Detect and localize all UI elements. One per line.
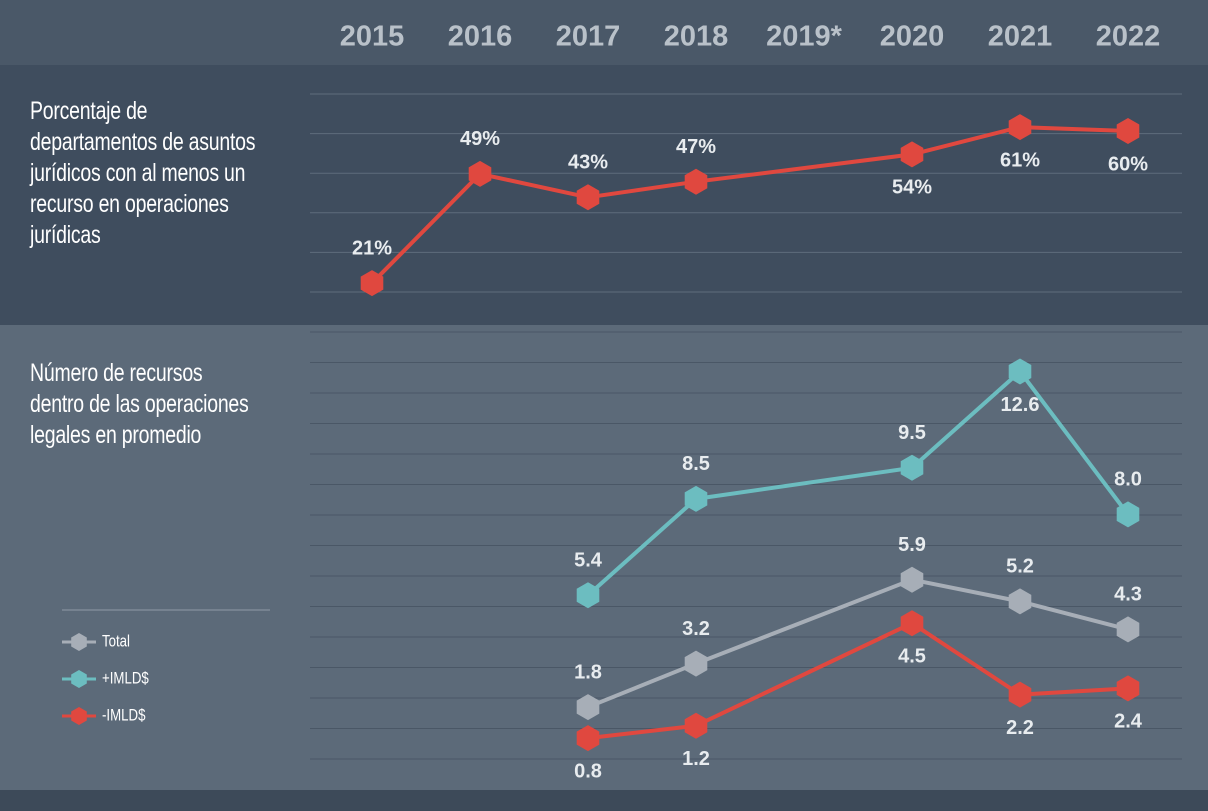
data-label: 60% — [1108, 153, 1148, 175]
chart-title: Porcentaje de departamentos de asuntos j… — [30, 97, 256, 249]
x-tick-label: 2019* — [766, 21, 843, 53]
marker — [1008, 358, 1032, 385]
data-label: 4.3 — [1114, 584, 1142, 606]
marker — [576, 725, 600, 752]
marker — [1008, 588, 1032, 615]
data-label: 8.0 — [1114, 469, 1142, 491]
data-label: 1.2 — [682, 748, 710, 770]
data-label: 21% — [352, 237, 392, 259]
data-label: 2.2 — [1006, 717, 1034, 739]
chart-title: Número de recursos dentro de las operaci… — [30, 359, 249, 449]
data-label: 0.8 — [574, 760, 602, 782]
marker — [900, 610, 924, 637]
data-label: 8.5 — [682, 453, 710, 475]
data-label: 12.6 — [1001, 394, 1040, 416]
bottom-band — [0, 325, 1208, 790]
marker — [684, 485, 708, 512]
marker — [1116, 675, 1140, 702]
legend-label: Total — [102, 632, 130, 651]
data-label: 5.2 — [1006, 556, 1034, 578]
data-label: 49% — [460, 128, 500, 150]
legend-label: +IMLD$ — [102, 669, 149, 688]
data-label: 43% — [568, 152, 608, 174]
data-label: 4.5 — [898, 645, 926, 667]
x-tick-label: 2016 — [448, 21, 513, 53]
data-label: 54% — [892, 177, 932, 199]
data-label: 5.9 — [898, 534, 926, 556]
marker — [1116, 501, 1140, 528]
data-label: 1.8 — [574, 661, 602, 683]
data-label: 47% — [676, 136, 716, 158]
marker — [900, 454, 924, 481]
marker — [468, 160, 492, 187]
legend-marker — [71, 707, 87, 725]
x-tick-label: 2015 — [340, 21, 405, 53]
x-tick-label: 2022 — [1096, 21, 1161, 53]
header-band — [0, 0, 1208, 65]
footer-band — [0, 790, 1208, 811]
marker — [1116, 616, 1140, 643]
data-label: 5.4 — [574, 549, 603, 571]
x-tick-label: 2017 — [556, 21, 621, 53]
marker — [684, 650, 708, 677]
marker — [684, 168, 708, 195]
legend-marker — [71, 633, 87, 651]
data-label: 3.2 — [682, 618, 710, 640]
marker — [900, 566, 924, 593]
marker — [1116, 118, 1140, 144]
marker — [1008, 681, 1032, 708]
x-tick-label: 2020 — [880, 21, 945, 53]
legend-marker — [71, 670, 87, 688]
data-label: 9.5 — [898, 422, 926, 444]
marker — [576, 582, 600, 609]
marker — [576, 694, 600, 721]
marker — [1008, 114, 1032, 141]
legend-label: -IMLD$ — [102, 706, 146, 725]
marker — [900, 141, 924, 168]
x-tick-label: 2018 — [664, 21, 729, 53]
marker — [684, 712, 708, 739]
data-label: 2.4 — [1114, 711, 1143, 733]
data-label: 61% — [1000, 149, 1040, 171]
marker — [360, 270, 384, 297]
marker — [576, 184, 600, 211]
x-tick-label: 2021 — [988, 21, 1053, 53]
